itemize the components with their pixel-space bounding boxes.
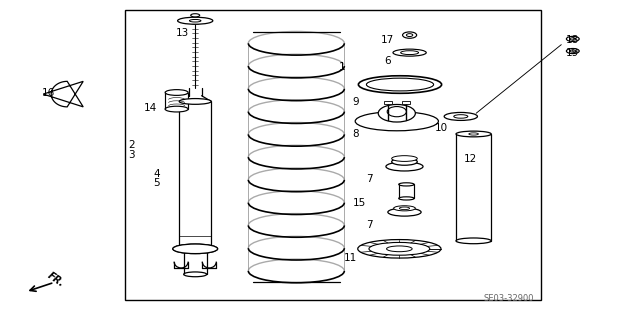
Ellipse shape (386, 162, 423, 171)
Ellipse shape (358, 76, 442, 93)
Ellipse shape (189, 19, 201, 22)
Ellipse shape (406, 34, 413, 36)
Ellipse shape (165, 90, 188, 95)
Bar (179, 101, 211, 249)
Ellipse shape (378, 105, 415, 122)
Ellipse shape (179, 246, 211, 252)
Text: 8: 8 (352, 129, 358, 139)
Text: 15: 15 (353, 197, 366, 208)
Text: 18: 18 (566, 35, 579, 45)
Ellipse shape (173, 244, 218, 254)
Ellipse shape (393, 49, 426, 56)
Text: 11: 11 (344, 253, 357, 263)
Ellipse shape (184, 272, 207, 277)
Bar (125, 10, 541, 300)
Ellipse shape (570, 50, 576, 52)
Text: 7: 7 (366, 174, 372, 184)
Ellipse shape (191, 14, 200, 17)
Ellipse shape (358, 240, 441, 258)
Ellipse shape (399, 183, 414, 186)
Ellipse shape (444, 113, 477, 121)
Ellipse shape (468, 133, 479, 135)
Ellipse shape (566, 36, 579, 41)
Ellipse shape (456, 238, 492, 244)
Text: 4: 4 (154, 169, 160, 179)
Ellipse shape (388, 208, 421, 216)
Ellipse shape (165, 106, 188, 112)
Polygon shape (43, 81, 83, 107)
Ellipse shape (566, 48, 579, 54)
Text: 17: 17 (381, 35, 394, 45)
Text: 13: 13 (176, 28, 189, 39)
Ellipse shape (403, 32, 417, 38)
Text: 12: 12 (464, 154, 477, 165)
Ellipse shape (387, 107, 406, 117)
Text: 14: 14 (144, 103, 157, 114)
Ellipse shape (570, 38, 576, 40)
Ellipse shape (399, 207, 410, 210)
Bar (399, 184, 414, 198)
Text: SE03-32900: SE03-32900 (484, 294, 534, 303)
Bar (402, 101, 410, 104)
Text: 9: 9 (352, 97, 358, 107)
Ellipse shape (355, 112, 438, 131)
Bar (165, 93, 188, 109)
Ellipse shape (173, 244, 218, 254)
Text: 1: 1 (339, 62, 346, 72)
Ellipse shape (399, 197, 414, 200)
Ellipse shape (369, 242, 430, 255)
Text: 2: 2 (128, 140, 134, 150)
Ellipse shape (179, 99, 211, 104)
Ellipse shape (387, 246, 412, 252)
Text: 5: 5 (154, 178, 160, 189)
Text: 10: 10 (435, 122, 448, 133)
Ellipse shape (401, 51, 419, 55)
Ellipse shape (178, 17, 212, 24)
Text: 7: 7 (366, 220, 372, 230)
Ellipse shape (366, 78, 434, 91)
Ellipse shape (454, 115, 468, 118)
Text: FR.: FR. (46, 271, 67, 289)
Ellipse shape (392, 156, 417, 161)
Bar (456, 134, 492, 241)
Text: 3: 3 (128, 150, 134, 160)
Text: 19: 19 (566, 48, 579, 58)
Ellipse shape (392, 158, 417, 165)
Ellipse shape (394, 206, 415, 211)
Text: 16: 16 (42, 87, 54, 98)
Bar (384, 101, 392, 104)
Text: 6: 6 (384, 56, 390, 66)
Ellipse shape (456, 131, 492, 137)
